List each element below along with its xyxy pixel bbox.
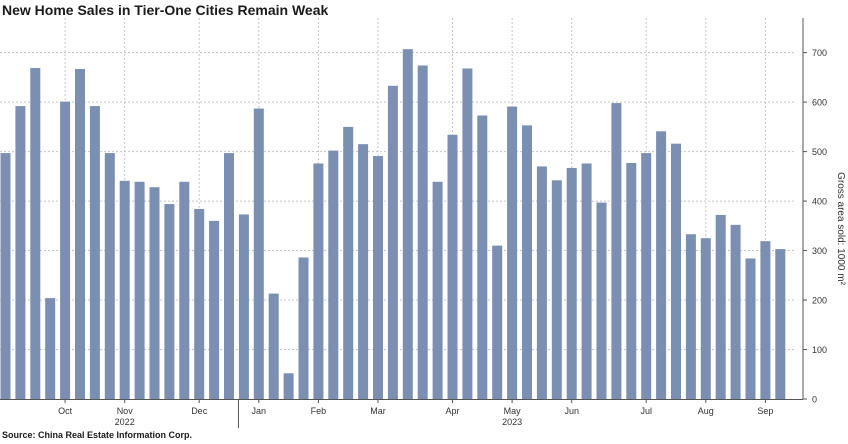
bar	[119, 180, 130, 399]
bar	[402, 49, 413, 399]
bar	[283, 373, 294, 399]
source-note: Source: China Real Estate Information Co…	[2, 430, 193, 440]
x-tick-label: Dec	[191, 406, 208, 416]
y-tick-label: 0	[812, 395, 817, 405]
bar	[611, 103, 622, 399]
bar	[0, 153, 11, 399]
bar	[134, 181, 145, 399]
bar	[447, 134, 458, 399]
year-label: 2022	[115, 417, 135, 427]
y-tick-label: 100	[812, 345, 827, 355]
y-axis-title: Gross area sold: 1000 m²	[835, 172, 846, 285]
bar	[238, 214, 249, 399]
bar	[209, 220, 220, 399]
bar	[581, 163, 592, 399]
bar	[224, 153, 234, 399]
bar	[522, 125, 532, 399]
bar	[477, 115, 488, 399]
bar	[507, 106, 518, 399]
bar	[194, 208, 205, 399]
x-tick-label: Jun	[564, 406, 579, 416]
bar	[775, 249, 786, 399]
x-tick-label: Mar	[370, 406, 386, 416]
bar	[358, 144, 369, 399]
x-tick-label: Feb	[311, 406, 327, 416]
bar	[745, 258, 756, 399]
bar	[60, 101, 71, 400]
bar	[164, 204, 175, 399]
bar	[462, 68, 473, 400]
x-tick-label: Jul	[640, 406, 652, 416]
bar	[104, 153, 115, 399]
bar	[15, 106, 26, 400]
bar	[760, 241, 771, 399]
bar	[45, 298, 56, 399]
bar	[149, 187, 160, 399]
bar	[313, 163, 324, 399]
y-tick-label: 700	[812, 48, 827, 58]
bar	[75, 68, 85, 399]
x-tick-label: Oct	[58, 406, 73, 416]
bar	[328, 150, 339, 399]
bar	[596, 202, 607, 399]
bar	[268, 293, 279, 399]
bar	[730, 224, 741, 399]
x-tick-label: Nov	[117, 406, 134, 416]
y-tick-label: 500	[812, 147, 827, 157]
bar	[700, 238, 711, 399]
chart-title: New Home Sales in Tier-One Cities Remain…	[2, 2, 329, 18]
year-label: 2023	[502, 417, 522, 427]
bar	[89, 106, 100, 400]
bar	[432, 181, 443, 399]
bar	[492, 245, 503, 399]
bar	[298, 257, 309, 399]
bar	[626, 162, 637, 399]
bar	[536, 166, 547, 399]
x-tick-label: May	[504, 406, 522, 416]
y-tick-label: 400	[812, 197, 827, 207]
x-tick-label: Jan	[252, 406, 267, 416]
bar	[656, 131, 667, 399]
bar	[641, 153, 652, 399]
x-tick-label: Apr	[445, 406, 459, 416]
bar	[373, 156, 383, 399]
bar	[551, 180, 562, 399]
x-tick-label: Aug	[698, 406, 714, 416]
y-tick-label: 600	[812, 98, 827, 108]
bar	[715, 214, 726, 399]
bar	[685, 234, 696, 399]
bar	[671, 143, 681, 399]
bar	[387, 85, 398, 399]
bar	[566, 167, 577, 399]
x-tick-label: Sep	[757, 406, 773, 416]
bar	[30, 67, 41, 399]
y-tick-label: 300	[812, 246, 827, 256]
bar	[343, 126, 354, 399]
bar	[253, 108, 264, 399]
bar	[179, 181, 190, 399]
y-tick-label: 200	[812, 296, 827, 306]
bar	[417, 65, 428, 400]
